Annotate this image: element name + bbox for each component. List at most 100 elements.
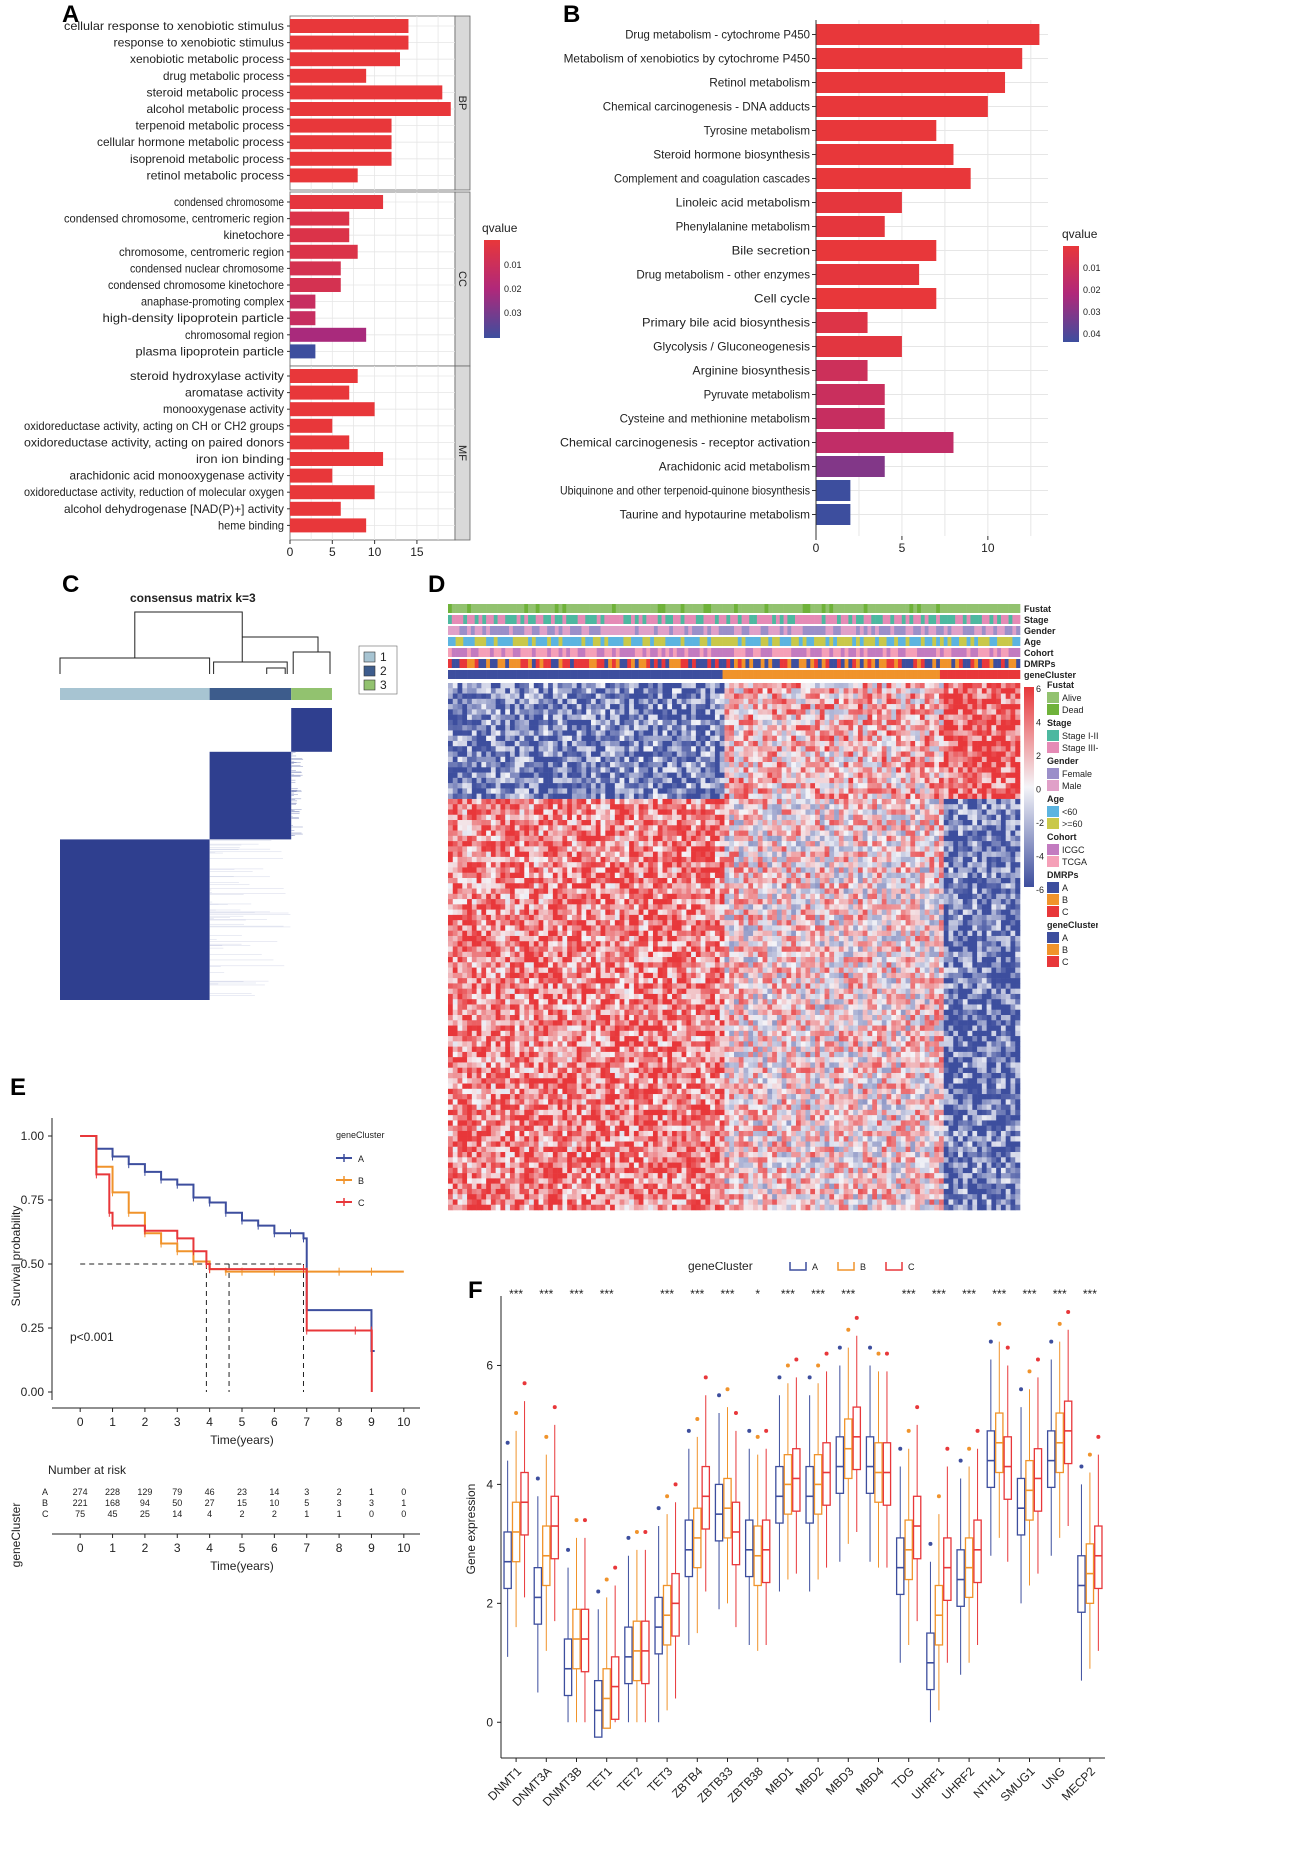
annotation-cell	[917, 659, 922, 668]
heatmap-cell	[657, 798, 663, 805]
heatmap-cell	[948, 683, 954, 689]
heatmap-cell	[943, 809, 949, 816]
annotation-cell	[897, 637, 903, 646]
heatmap-cell	[929, 698, 935, 705]
annotation-cell	[592, 637, 598, 646]
heatmap-cell	[638, 814, 644, 821]
heatmap-cell	[543, 762, 549, 768]
heatmap-cell	[986, 698, 992, 705]
heatmap-cell	[857, 830, 863, 837]
heatmap-cell	[781, 709, 787, 715]
heatmap-cell	[686, 698, 692, 705]
annotation-cell	[672, 659, 678, 668]
annotation-cell	[672, 626, 678, 635]
heatmap-cell	[457, 704, 463, 710]
heatmap-cell	[714, 725, 720, 731]
heatmap-cell	[767, 704, 773, 710]
heatmap-cell	[681, 730, 687, 736]
annotation-cell	[730, 637, 735, 646]
heatmap-cell	[934, 830, 940, 837]
annotation-cell	[947, 659, 952, 668]
heatmap-cell	[981, 820, 987, 826]
heatmap-cell	[938, 830, 945, 837]
heatmap-cell	[509, 756, 516, 763]
heatmap-cell	[886, 793, 892, 800]
category-label: Glycolysis / Gluconeogenesis	[653, 340, 810, 354]
bar	[290, 369, 358, 383]
heatmap-cell	[772, 783, 778, 789]
heatmap-cell	[714, 830, 720, 837]
heatmap-cell	[543, 814, 549, 821]
heatmap-cell	[619, 772, 625, 779]
heatmap-cell	[543, 798, 549, 805]
bar	[816, 336, 902, 357]
heatmap-cell	[543, 756, 549, 763]
heatmap-cell	[948, 767, 954, 773]
heatmap-cell	[448, 698, 454, 705]
heatmap-cell	[591, 756, 597, 763]
annotation-cell	[631, 637, 636, 646]
heatmap-cell	[667, 725, 673, 731]
annotation-cell	[543, 670, 548, 679]
annotation-cell	[798, 670, 803, 679]
heatmap-cell	[676, 756, 682, 763]
heatmap-cell	[600, 793, 606, 800]
annotation-cell	[901, 615, 906, 624]
heatmap-cell	[524, 751, 530, 758]
heatmap-cell	[977, 804, 983, 810]
heatmap-cell	[500, 788, 506, 794]
heatmap-cell	[738, 809, 744, 816]
heatmap-cell	[571, 688, 577, 694]
heatmap-cell	[509, 730, 516, 736]
heatmap-cell	[567, 783, 573, 789]
heatmap-cell	[557, 704, 563, 710]
heatmap-cell	[919, 683, 925, 689]
heatmap-cell	[734, 746, 740, 752]
heatmap-cell	[934, 719, 940, 726]
heatmap-cell	[972, 725, 978, 731]
heatmap-cell	[662, 788, 668, 794]
heatmap-cell	[1010, 683, 1016, 689]
heatmap-cell	[648, 783, 654, 789]
heatmap-cell	[481, 693, 487, 700]
heatmap-cell	[724, 762, 730, 768]
annotation-cell	[501, 648, 506, 657]
heatmap-cell	[600, 783, 606, 789]
heatmap-cell	[881, 751, 887, 758]
heatmap-cell	[795, 820, 802, 826]
heatmap-cell	[624, 814, 630, 821]
heatmap-cell	[591, 751, 597, 758]
heatmap-cell	[481, 688, 487, 694]
heatmap-cell	[695, 767, 701, 773]
heatmap-cell	[729, 688, 735, 694]
annotation-cell	[550, 648, 556, 657]
annotation-cell	[833, 604, 838, 613]
heatmap-cell	[695, 698, 701, 705]
heatmap-cell	[834, 751, 840, 758]
heatmap-cell	[681, 725, 687, 731]
heatmap-cell	[571, 798, 577, 805]
heatmap-cell	[934, 809, 940, 816]
heatmap-cell	[800, 804, 806, 810]
bar	[290, 501, 341, 516]
annotation-cell	[783, 604, 788, 613]
heatmap-cell	[857, 772, 863, 779]
heatmap-cell	[810, 746, 816, 752]
heatmap-cell	[562, 820, 568, 826]
heatmap-cell	[853, 693, 859, 700]
heatmap-cell	[519, 835, 525, 842]
heatmap-cell	[486, 709, 492, 715]
heatmap-cell	[776, 735, 782, 742]
annotation-cell	[581, 637, 586, 646]
heatmap-cell	[977, 756, 983, 763]
heatmap-cell	[996, 804, 1002, 810]
heatmap-cell	[681, 704, 687, 710]
heatmap-cell	[753, 730, 759, 736]
heatmap-cell	[457, 698, 463, 705]
annotation-cell	[756, 615, 761, 624]
annotation-cell	[863, 670, 868, 679]
annotation-cell	[520, 648, 525, 657]
heatmap-cell	[614, 809, 620, 816]
annotation-cell	[817, 659, 823, 668]
heatmap-cell	[591, 777, 597, 784]
